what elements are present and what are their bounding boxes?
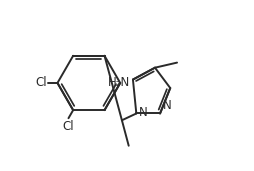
- Text: H₂N: H₂N: [108, 76, 130, 89]
- Text: N: N: [139, 106, 148, 119]
- Text: N: N: [163, 99, 171, 112]
- Text: Cl: Cl: [36, 76, 47, 89]
- Text: Cl: Cl: [63, 120, 74, 133]
